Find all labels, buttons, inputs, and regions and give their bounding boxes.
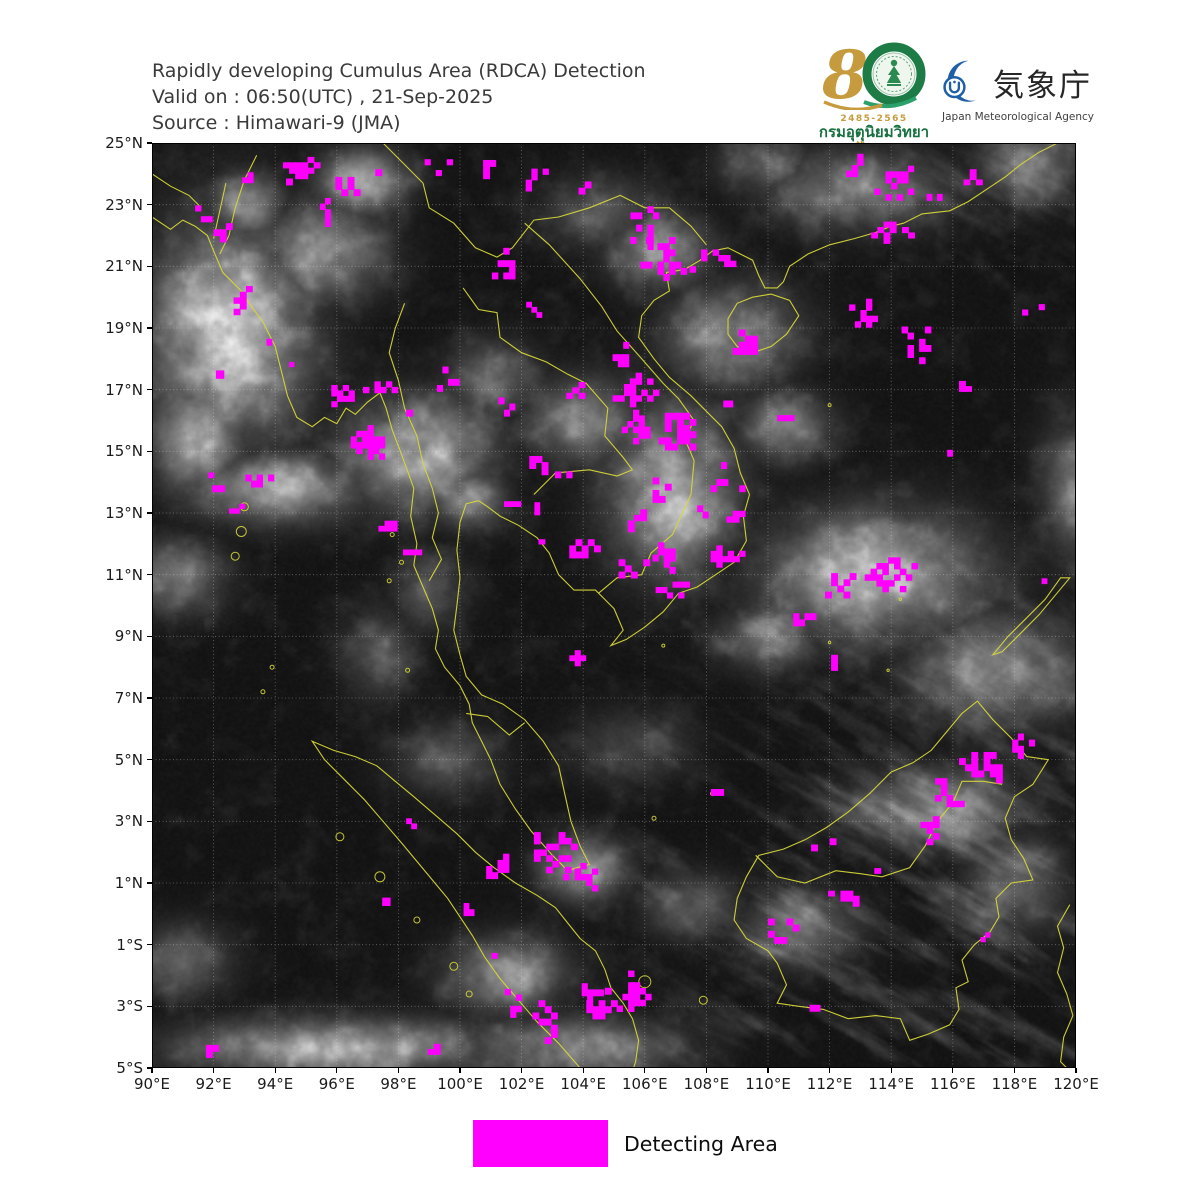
y-tick xyxy=(147,574,152,576)
y-tick-label: 17°N xyxy=(105,380,143,399)
y-tick xyxy=(147,697,152,699)
x-tick xyxy=(459,1068,461,1073)
x-tick-label: 92°E xyxy=(195,1075,232,1093)
detection-areas xyxy=(195,153,1048,1058)
tmd-thai-name: กรมอุตุนิยมวิทยา xyxy=(818,123,930,142)
cloud-imagery-layer xyxy=(152,143,1076,1068)
y-tick-label: 3°S xyxy=(116,997,143,1016)
x-tick-label: 108°E xyxy=(683,1075,730,1093)
y-tick-label: 25°N xyxy=(105,134,143,152)
x-tick xyxy=(952,1068,954,1073)
y-tick xyxy=(147,450,152,452)
svg-text:8: 8 xyxy=(821,36,868,110)
x-tick xyxy=(151,1068,153,1073)
x-tick xyxy=(767,1068,769,1073)
y-tick-label: 15°N xyxy=(105,442,143,461)
tmd-logo: 8 2485-2565 กรมอุตุนิยมวิทยา TMD 80th An… xyxy=(808,36,940,152)
y-tick xyxy=(147,944,152,946)
y-tick-label: 1°S xyxy=(116,935,143,954)
legend: Detecting Area xyxy=(473,1120,778,1167)
x-tick xyxy=(829,1068,831,1073)
x-tick-label: 106°E xyxy=(621,1075,668,1093)
y-tick xyxy=(147,1005,152,1007)
map-overlay xyxy=(152,143,1076,1068)
x-tick-label: 102°E xyxy=(498,1075,545,1093)
y-tick xyxy=(147,327,152,329)
y-tick-label: 3°N xyxy=(114,812,143,831)
x-tick xyxy=(890,1068,892,1073)
y-tick xyxy=(147,204,152,206)
y-tick xyxy=(147,389,152,391)
x-tick-label: 104°E xyxy=(560,1075,606,1093)
x-tick xyxy=(582,1068,584,1073)
x-tick xyxy=(397,1068,399,1073)
x-tick xyxy=(336,1068,338,1073)
x-tick-label: 100°E xyxy=(437,1075,483,1093)
y-tick xyxy=(147,759,152,761)
y-tick-label: 5°S xyxy=(116,1059,143,1077)
tmd-80-icon: 8 xyxy=(821,36,926,114)
x-tick-label: 118°E xyxy=(991,1075,1038,1093)
x-tick xyxy=(1013,1068,1015,1073)
y-tick xyxy=(147,265,152,267)
y-tick xyxy=(147,635,152,637)
page-title: Rapidly developing Cumulus Area (RDCA) D… xyxy=(152,60,646,82)
source-line: Source : Himawari-9 (JMA) xyxy=(152,112,401,134)
y-tick-label: 5°N xyxy=(114,750,143,769)
x-tick-label: 96°E xyxy=(318,1075,355,1093)
jma-name-japanese: 気象庁 xyxy=(993,67,1092,104)
x-tick-label: 94°E xyxy=(257,1075,294,1093)
y-tick-label: 7°N xyxy=(114,689,143,707)
title-block: Rapidly developing Cumulus Area (RDCA) D… xyxy=(152,58,646,136)
x-tick xyxy=(274,1068,276,1073)
y-tick-label: 1°N xyxy=(114,874,143,892)
y-tick-label: 23°N xyxy=(105,195,143,214)
x-tick-label: 120°E xyxy=(1053,1075,1099,1093)
x-tick-label: 98°E xyxy=(380,1075,417,1093)
jma-crescent-icon xyxy=(943,60,976,102)
x-tick xyxy=(1075,1068,1077,1073)
legend-swatch-detecting-area xyxy=(473,1120,608,1167)
y-tick-label: 19°N xyxy=(105,319,143,337)
y-tick-label: 11°N xyxy=(105,565,143,584)
x-tick-label: 112°E xyxy=(806,1075,853,1093)
y-tick-label: 21°N xyxy=(105,257,143,276)
x-tick-label: 90°E xyxy=(133,1075,171,1093)
satellite-map xyxy=(152,143,1076,1068)
y-tick xyxy=(147,1067,152,1069)
legend-label: Detecting Area xyxy=(624,1131,778,1156)
y-tick xyxy=(147,820,152,822)
y-tick xyxy=(147,882,152,884)
y-tick-label: 13°N xyxy=(105,504,143,522)
x-tick-label: 114°E xyxy=(868,1075,914,1093)
jma-name-english: Japan Meteorological Agency xyxy=(942,111,1094,123)
y-tick xyxy=(147,512,152,514)
x-tick xyxy=(705,1068,707,1073)
valid-time: Valid on : 06:50(UTC) , 21-Sep-2025 xyxy=(152,86,494,108)
y-tick-label: 9°N xyxy=(114,627,143,646)
x-tick xyxy=(521,1068,523,1073)
tmd-years: 2485-2565 xyxy=(840,113,908,124)
x-tick xyxy=(644,1068,646,1073)
x-tick-label: 116°E xyxy=(929,1075,976,1093)
y-tick xyxy=(147,142,152,144)
jma-logo: 気象庁 Japan Meteorological Agency xyxy=(942,56,1094,123)
x-tick-label: 110°E xyxy=(745,1075,791,1093)
x-tick xyxy=(213,1068,215,1073)
